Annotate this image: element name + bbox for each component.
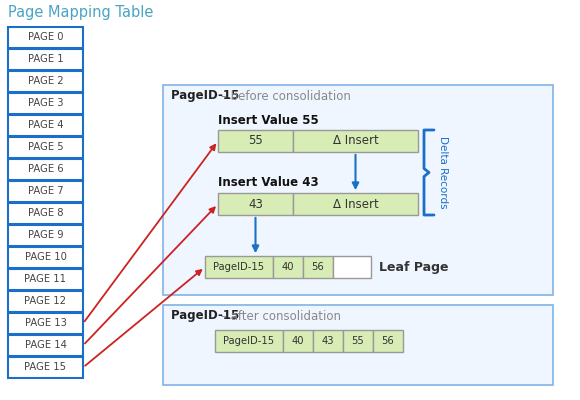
Bar bbox=[283, 330, 313, 352]
Text: PAGE 10: PAGE 10 bbox=[24, 252, 67, 262]
Text: PageID-15: PageID-15 bbox=[213, 262, 264, 272]
Text: PageID-15: PageID-15 bbox=[171, 90, 244, 102]
Bar bbox=[8, 203, 83, 224]
Bar bbox=[8, 335, 83, 356]
Bar bbox=[8, 247, 83, 268]
Bar bbox=[8, 225, 83, 246]
Bar bbox=[8, 357, 83, 378]
Text: PAGE 11: PAGE 11 bbox=[24, 274, 67, 284]
Text: PAGE 5: PAGE 5 bbox=[28, 142, 63, 152]
Bar bbox=[163, 305, 553, 385]
Text: PAGE 4: PAGE 4 bbox=[28, 120, 63, 130]
Text: 55: 55 bbox=[248, 134, 263, 148]
Text: PAGE 12: PAGE 12 bbox=[24, 296, 67, 306]
Bar bbox=[218, 130, 293, 152]
Bar bbox=[293, 193, 418, 215]
Bar bbox=[8, 93, 83, 114]
Text: – after consolidation: – after consolidation bbox=[221, 310, 341, 322]
Bar bbox=[8, 115, 83, 136]
Text: Page Mapping Table: Page Mapping Table bbox=[8, 6, 153, 20]
Bar bbox=[205, 256, 273, 278]
Text: PAGE 2: PAGE 2 bbox=[28, 76, 63, 86]
Text: 40: 40 bbox=[292, 336, 304, 346]
Bar bbox=[373, 330, 403, 352]
Text: PageID-15: PageID-15 bbox=[171, 310, 244, 322]
Text: PAGE 1: PAGE 1 bbox=[28, 54, 63, 64]
Text: 43: 43 bbox=[322, 336, 334, 346]
Text: Insert Value 43: Insert Value 43 bbox=[218, 176, 318, 190]
Text: PAGE 14: PAGE 14 bbox=[24, 340, 67, 350]
Text: Leaf Page: Leaf Page bbox=[379, 260, 448, 274]
Text: PAGE 0: PAGE 0 bbox=[28, 32, 63, 42]
Bar bbox=[8, 269, 83, 290]
Bar bbox=[313, 330, 343, 352]
Text: Δ Insert: Δ Insert bbox=[332, 198, 378, 210]
Text: 40: 40 bbox=[282, 262, 294, 272]
Text: 56: 56 bbox=[382, 336, 394, 346]
Text: PAGE 9: PAGE 9 bbox=[28, 230, 63, 240]
Bar bbox=[8, 159, 83, 180]
Bar bbox=[8, 71, 83, 92]
Text: PageID-15: PageID-15 bbox=[223, 336, 274, 346]
Bar bbox=[303, 256, 333, 278]
Text: Delta Records: Delta Records bbox=[438, 136, 448, 209]
Text: PAGE 8: PAGE 8 bbox=[28, 208, 63, 218]
Text: 56: 56 bbox=[311, 262, 324, 272]
Text: PAGE 7: PAGE 7 bbox=[28, 186, 63, 196]
Text: 55: 55 bbox=[351, 336, 364, 346]
Bar bbox=[218, 193, 293, 215]
Bar bbox=[273, 256, 303, 278]
Bar bbox=[343, 330, 373, 352]
Text: PAGE 15: PAGE 15 bbox=[24, 362, 67, 372]
Bar bbox=[8, 313, 83, 334]
Bar bbox=[215, 330, 283, 352]
Text: PAGE 3: PAGE 3 bbox=[28, 98, 63, 108]
Text: Insert Value 55: Insert Value 55 bbox=[218, 114, 319, 126]
Bar bbox=[163, 85, 553, 295]
Bar bbox=[8, 291, 83, 312]
Bar bbox=[8, 137, 83, 158]
Bar bbox=[8, 27, 83, 48]
Text: – before consolidation: – before consolidation bbox=[221, 90, 351, 102]
Bar bbox=[8, 181, 83, 202]
Text: PAGE 6: PAGE 6 bbox=[28, 164, 63, 174]
Bar bbox=[293, 130, 418, 152]
Text: 43: 43 bbox=[248, 198, 263, 210]
Bar bbox=[333, 256, 371, 278]
Text: Δ Insert: Δ Insert bbox=[332, 134, 378, 148]
Text: PAGE 13: PAGE 13 bbox=[24, 318, 67, 328]
Bar bbox=[8, 49, 83, 70]
